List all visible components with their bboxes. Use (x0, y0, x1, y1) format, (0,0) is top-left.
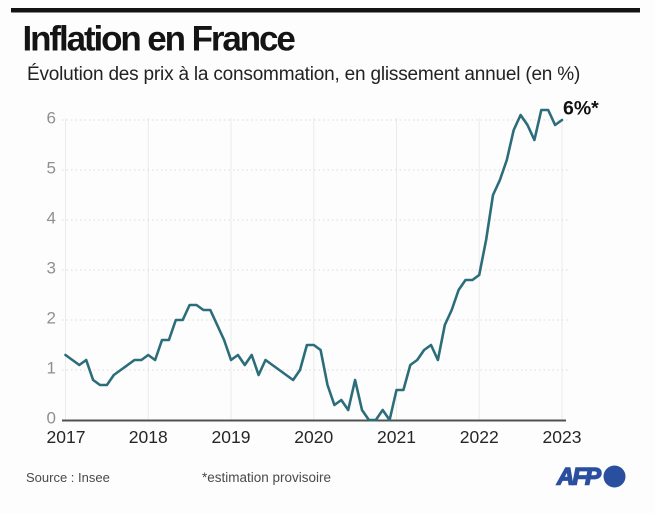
svg-text:Source : Insee: Source : Insee (26, 470, 110, 485)
svg-text:Évolution des prix à la consom: Évolution des prix à la consommation, en… (27, 64, 580, 85)
svg-text:2022: 2022 (460, 427, 499, 447)
svg-text:4: 4 (47, 209, 56, 228)
svg-text:2019: 2019 (212, 427, 251, 447)
svg-text:5: 5 (47, 159, 56, 178)
svg-text:0: 0 (47, 409, 56, 428)
svg-text:2: 2 (47, 309, 56, 328)
svg-text:Inflation en France: Inflation en France (23, 20, 296, 59)
svg-text:*estimation provisoire: *estimation provisoire (202, 470, 331, 485)
svg-text:2017: 2017 (47, 427, 86, 447)
svg-text:6: 6 (47, 109, 56, 128)
svg-text:1: 1 (47, 359, 56, 378)
svg-text:2021: 2021 (377, 427, 416, 447)
svg-text:2018: 2018 (129, 427, 168, 447)
svg-text:2023: 2023 (543, 427, 582, 447)
svg-text:AFP: AFP (556, 464, 602, 491)
svg-text:2020: 2020 (294, 427, 333, 447)
svg-text:3: 3 (47, 259, 56, 278)
svg-text:6%*: 6%* (563, 98, 599, 120)
